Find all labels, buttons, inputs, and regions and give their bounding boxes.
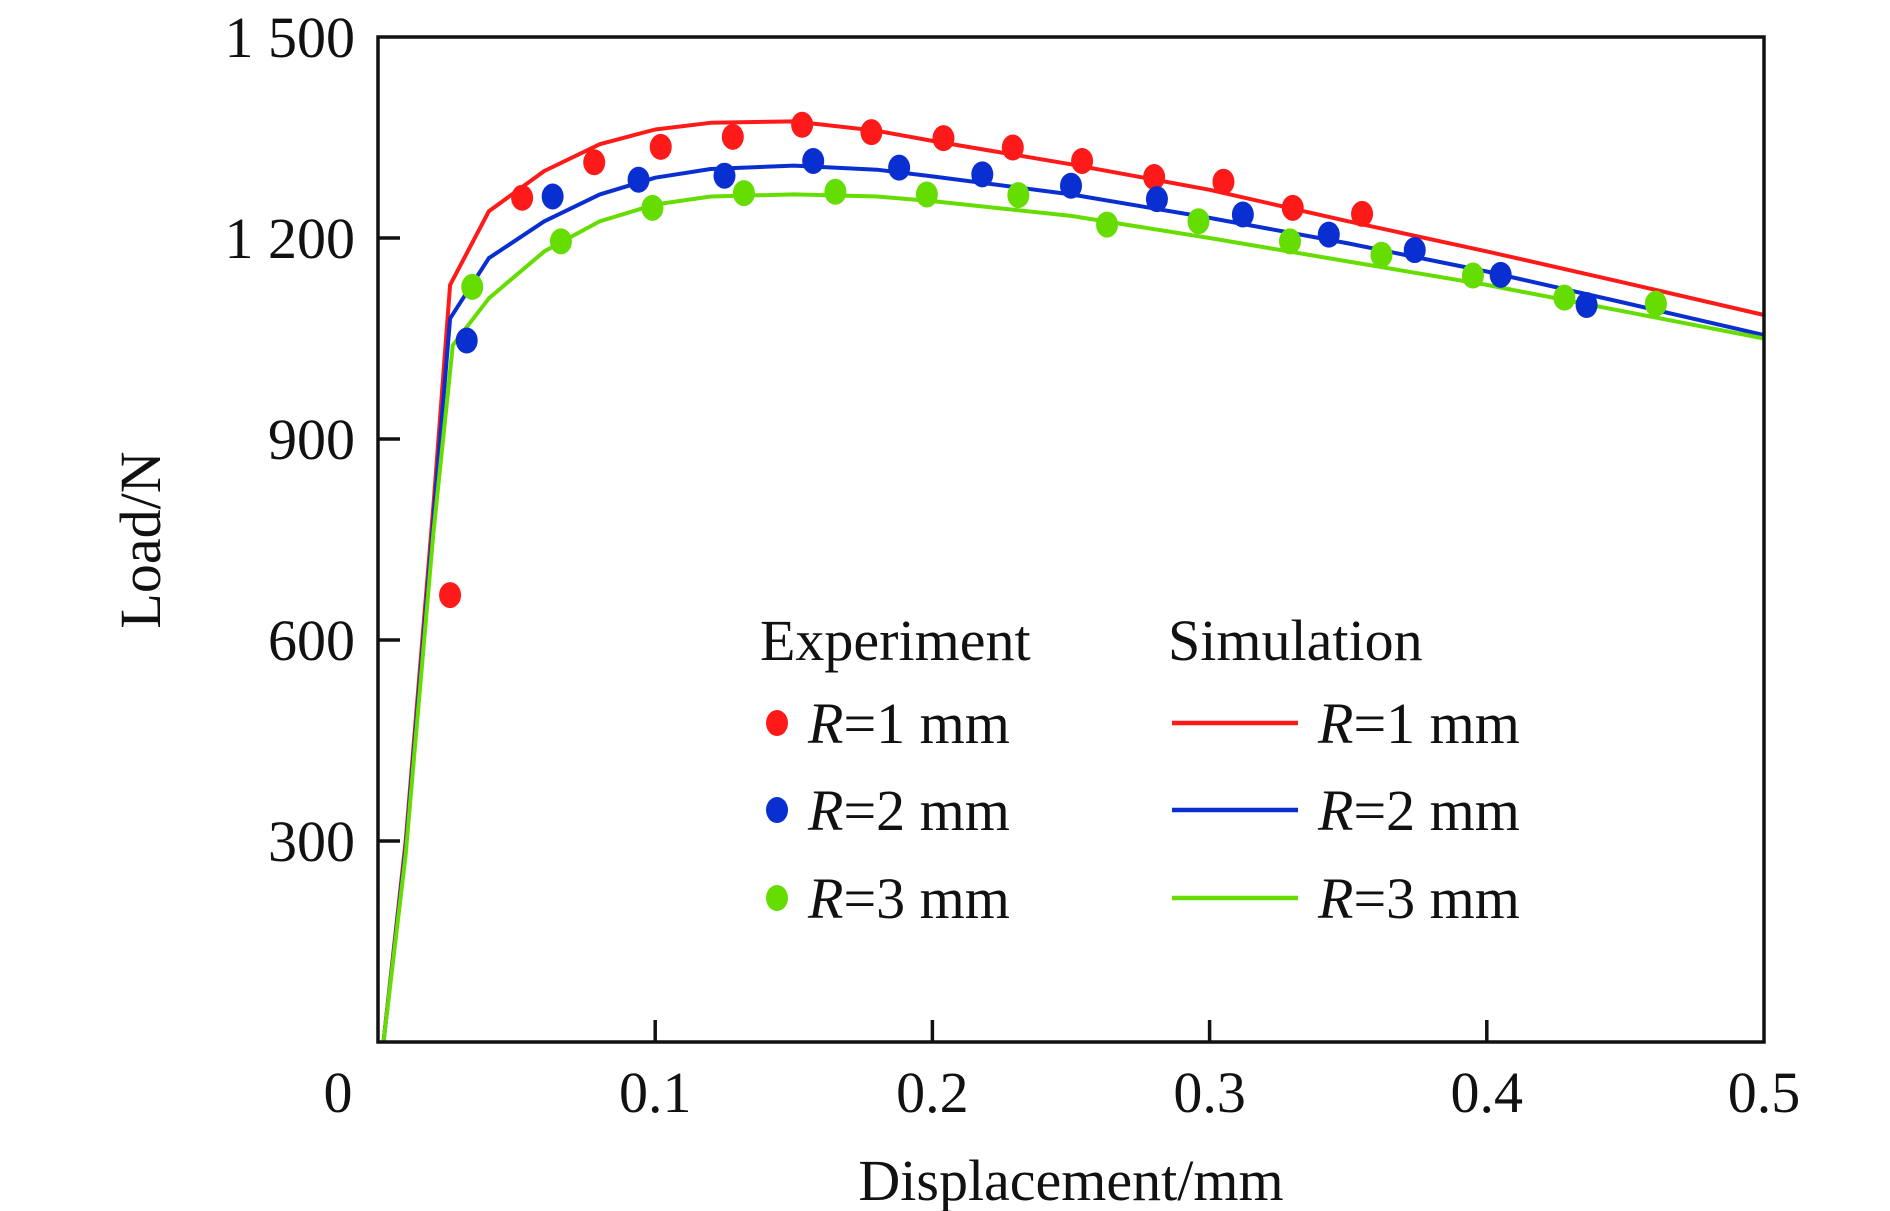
x-tick-label: 0.5	[1728, 1060, 1801, 1125]
experiment-point-r2	[1489, 261, 1512, 288]
experiment-point-r1	[932, 125, 955, 152]
experiment-point-r3	[1644, 290, 1667, 317]
experiment-point-r3	[1096, 211, 1119, 238]
y-tick-label: 1 500	[225, 5, 356, 70]
legend-experiment-header: Experiment	[760, 608, 1031, 673]
experiment-point-r2	[713, 162, 736, 189]
experiment-point-r3	[1461, 262, 1484, 289]
simulation-line-r2	[381, 163, 1765, 1043]
legend-label-experiment-r3: R=3 mm	[807, 866, 1010, 931]
experiment-point-r2	[1575, 292, 1598, 318]
y-tick-label: 1 200	[225, 206, 356, 271]
legend-label-experiment-r1: R=1 mm	[807, 691, 1010, 756]
y-axis-label: Load/N	[108, 451, 173, 628]
legend: Experiment Simulation R=1 mm R=2 mm R=3 mm…	[760, 608, 1520, 931]
x-axis-label: Displacement/mm	[858, 1148, 1283, 1211]
legend-label-simulation-r2: R=2 mm	[1317, 778, 1520, 843]
experiment-point-r2	[971, 161, 994, 188]
x-tick-label: 0.4	[1451, 1060, 1524, 1125]
experiment-point-r2	[1403, 237, 1426, 264]
experiment-point-r1	[1071, 147, 1094, 174]
legend-label-experiment-r2: R=2 mm	[807, 778, 1010, 843]
x-tick-label: 0.1	[619, 1060, 692, 1125]
experiment-point-r3	[1007, 182, 1030, 209]
experiment-point-r1	[860, 119, 883, 146]
experiment-point-r1	[439, 582, 462, 609]
experiment-point-r2	[455, 327, 478, 354]
x-tick-label: 0	[324, 1060, 353, 1125]
experiment-point-r2	[888, 154, 911, 181]
experiment-point-r2	[802, 147, 825, 174]
simulation-line-r1	[381, 119, 1765, 1043]
experiment-point-r1	[511, 184, 534, 211]
experiment-point-r3	[641, 194, 664, 221]
experiment-point-r1	[1212, 168, 1235, 195]
experiment-point-r1	[1143, 164, 1166, 191]
experiment-point-r3	[1370, 241, 1393, 268]
experiment-point-r2	[1231, 201, 1254, 228]
experiment-point-r3	[461, 273, 484, 300]
experiment-point-r3	[1553, 284, 1576, 311]
experiment-point-r1	[1001, 134, 1024, 161]
experiment-point-r2	[1060, 172, 1082, 199]
experiment-point-r2	[1145, 186, 1168, 213]
legend-marker-experiment-r1	[766, 710, 788, 736]
experiment-point-r3	[1187, 208, 1210, 235]
experiment-point-r2	[627, 166, 650, 193]
experiment-point-r1	[649, 133, 672, 160]
legend-label-simulation-r1: R=1 mm	[1317, 691, 1520, 756]
experiment-point-r1	[791, 111, 814, 138]
simulation-line-r3	[381, 192, 1765, 1043]
legend-simulation-header: Simulation	[1168, 608, 1423, 673]
experiment-point-r1	[583, 149, 606, 176]
experiment-point-r1	[1351, 200, 1374, 227]
experiment-point-r3	[732, 180, 755, 207]
experiment-point-r1	[721, 123, 744, 150]
x-tick-label: 0.3	[1173, 1060, 1246, 1125]
legend-marker-experiment-r3	[766, 885, 788, 911]
y-tick-label: 300	[268, 809, 355, 874]
experiment-point-r3	[549, 228, 572, 255]
y-tick-label: 900	[268, 407, 355, 472]
legend-label-simulation-r3: R=3 mm	[1317, 866, 1520, 931]
experiment-point-r2	[1317, 221, 1340, 248]
experiment-point-r3	[915, 181, 938, 208]
experiment-point-r2	[541, 183, 564, 210]
x-tick-label: 0.2	[896, 1060, 969, 1125]
legend-marker-experiment-r2	[766, 797, 788, 823]
y-tick-label: 600	[268, 608, 355, 673]
plot-frame	[376, 35, 1766, 1044]
experiment-point-r1	[1281, 194, 1304, 221]
experiment-point-r3	[1278, 228, 1301, 255]
experiment-point-r3	[824, 178, 847, 205]
